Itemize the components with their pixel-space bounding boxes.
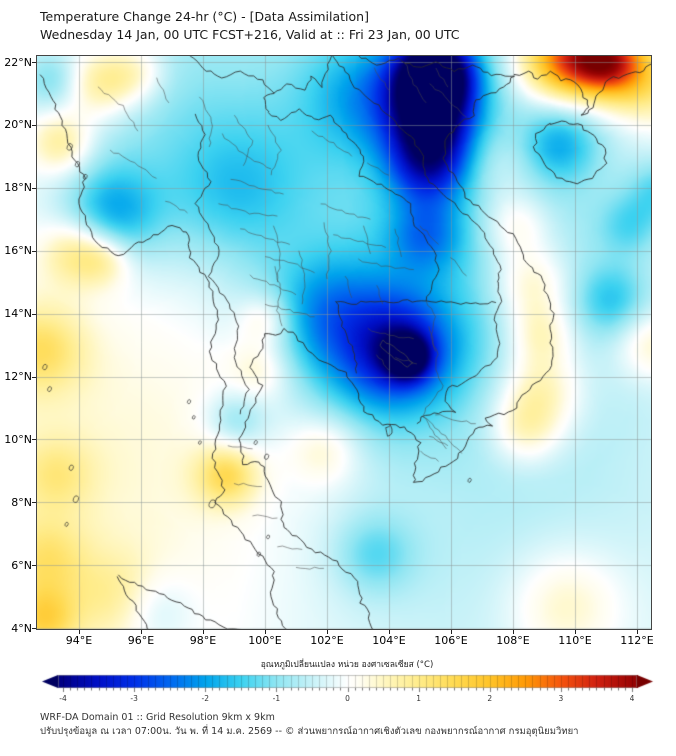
colorbar-section: อุณหภูมิเปลี่ยนแปลง หน่วย องศาเซลเซียส (… — [36, 657, 658, 706]
colorbar-tick-label: -2 — [201, 694, 209, 703]
lon-axis-tick — [389, 630, 390, 634]
lon-axis-tick — [265, 630, 266, 634]
lat-axis-tick — [32, 502, 36, 504]
temperature-change-map-canvas — [36, 55, 652, 630]
colorbar-tick-label: 4 — [629, 694, 635, 703]
lon-axis-label: 110°E — [558, 634, 592, 647]
lon-axis-tick — [327, 630, 328, 634]
lat-axis-label: 8°N — [11, 495, 32, 509]
lat-axis-tick — [32, 250, 36, 252]
lat-axis-label: 18°N — [4, 181, 32, 195]
footer-credit-thai: ปรับปรุงข้อมูล ณ เวลา 07:00น. วัน พ. ที่… — [40, 726, 579, 737]
lat-axis-label: 22°N — [4, 55, 32, 69]
colorbar-title: อุณหภูมิเปลี่ยนแปลง หน่วย องศาเซลเซียส (… — [260, 660, 434, 670]
colorbar-tick-label: 2 — [487, 694, 493, 703]
lat-axis-label: 14°N — [4, 307, 32, 321]
lon-axis-label: 94°E — [65, 634, 93, 647]
lon-axis-label: 112°E — [620, 634, 654, 647]
lat-axis-tick — [32, 376, 36, 378]
lon-axis-label: 106°E — [434, 634, 468, 647]
lat-axis-label: 12°N — [4, 370, 32, 383]
footer: WRF-DA Domain 01 :: Grid Resolution 9km … — [40, 711, 579, 739]
lat-axis-tick — [32, 187, 36, 189]
lon-axis-tick — [451, 630, 452, 634]
footer-domain-info: WRF-DA Domain 01 :: Grid Resolution 9km … — [40, 712, 275, 723]
lon-axis-label: 96°E — [127, 634, 155, 647]
lat-axis-tick — [32, 439, 36, 441]
lon-axis-tick — [575, 630, 576, 634]
colorbar-tick-label: -4 — [59, 694, 67, 703]
lat-axis-label: 20°N — [4, 118, 32, 132]
lon-axis-tick — [79, 630, 80, 634]
lon-axis-label: 100°E — [248, 634, 282, 647]
lat-axis-tick — [32, 565, 36, 567]
header: Temperature Change 24-hr (°C) - [Data As… — [40, 8, 459, 44]
lon-axis-tick — [513, 630, 514, 634]
lon-axis-label: 108°E — [496, 634, 530, 647]
map-plot-area — [36, 55, 652, 630]
lat-axis-tick — [32, 62, 36, 63]
lat-axis-label: 10°N — [4, 432, 32, 446]
colorbar-tick-label: -3 — [130, 694, 138, 703]
colorbar-tick-labels: -4 -3 -2 -1 0 1 2 3 4 — [36, 694, 658, 706]
colorbar-tick-label: -1 — [272, 694, 281, 703]
lat-axis-tick — [32, 628, 36, 630]
lat-axis-tick — [32, 124, 36, 126]
lat-axis-label: 16°N — [4, 244, 32, 258]
colorbar-tick-label: 3 — [558, 694, 564, 703]
lat-axis-tick — [32, 313, 36, 315]
colorbar-tick-label: 1 — [416, 694, 422, 703]
page-subtitle: Wednesday 14 Jan, 00 UTC FCST+216, Valid… — [40, 27, 460, 42]
lon-axis-tick — [637, 630, 638, 634]
lon-axis-tick — [141, 630, 142, 634]
lon-axis-tick — [203, 630, 204, 634]
lon-axis-label: 104°E — [372, 634, 406, 647]
colorbar-gradient — [36, 673, 658, 694]
lat-axis-label: 6°N — [11, 558, 32, 572]
lat-axis-label: 4°N — [11, 621, 32, 635]
page-title: Temperature Change 24-hr (°C) - [Data As… — [40, 9, 369, 24]
colorbar-tick-label: 0 — [345, 694, 350, 703]
lon-axis-label: 102°E — [310, 634, 344, 647]
lon-axis-label: 98°E — [189, 634, 217, 647]
